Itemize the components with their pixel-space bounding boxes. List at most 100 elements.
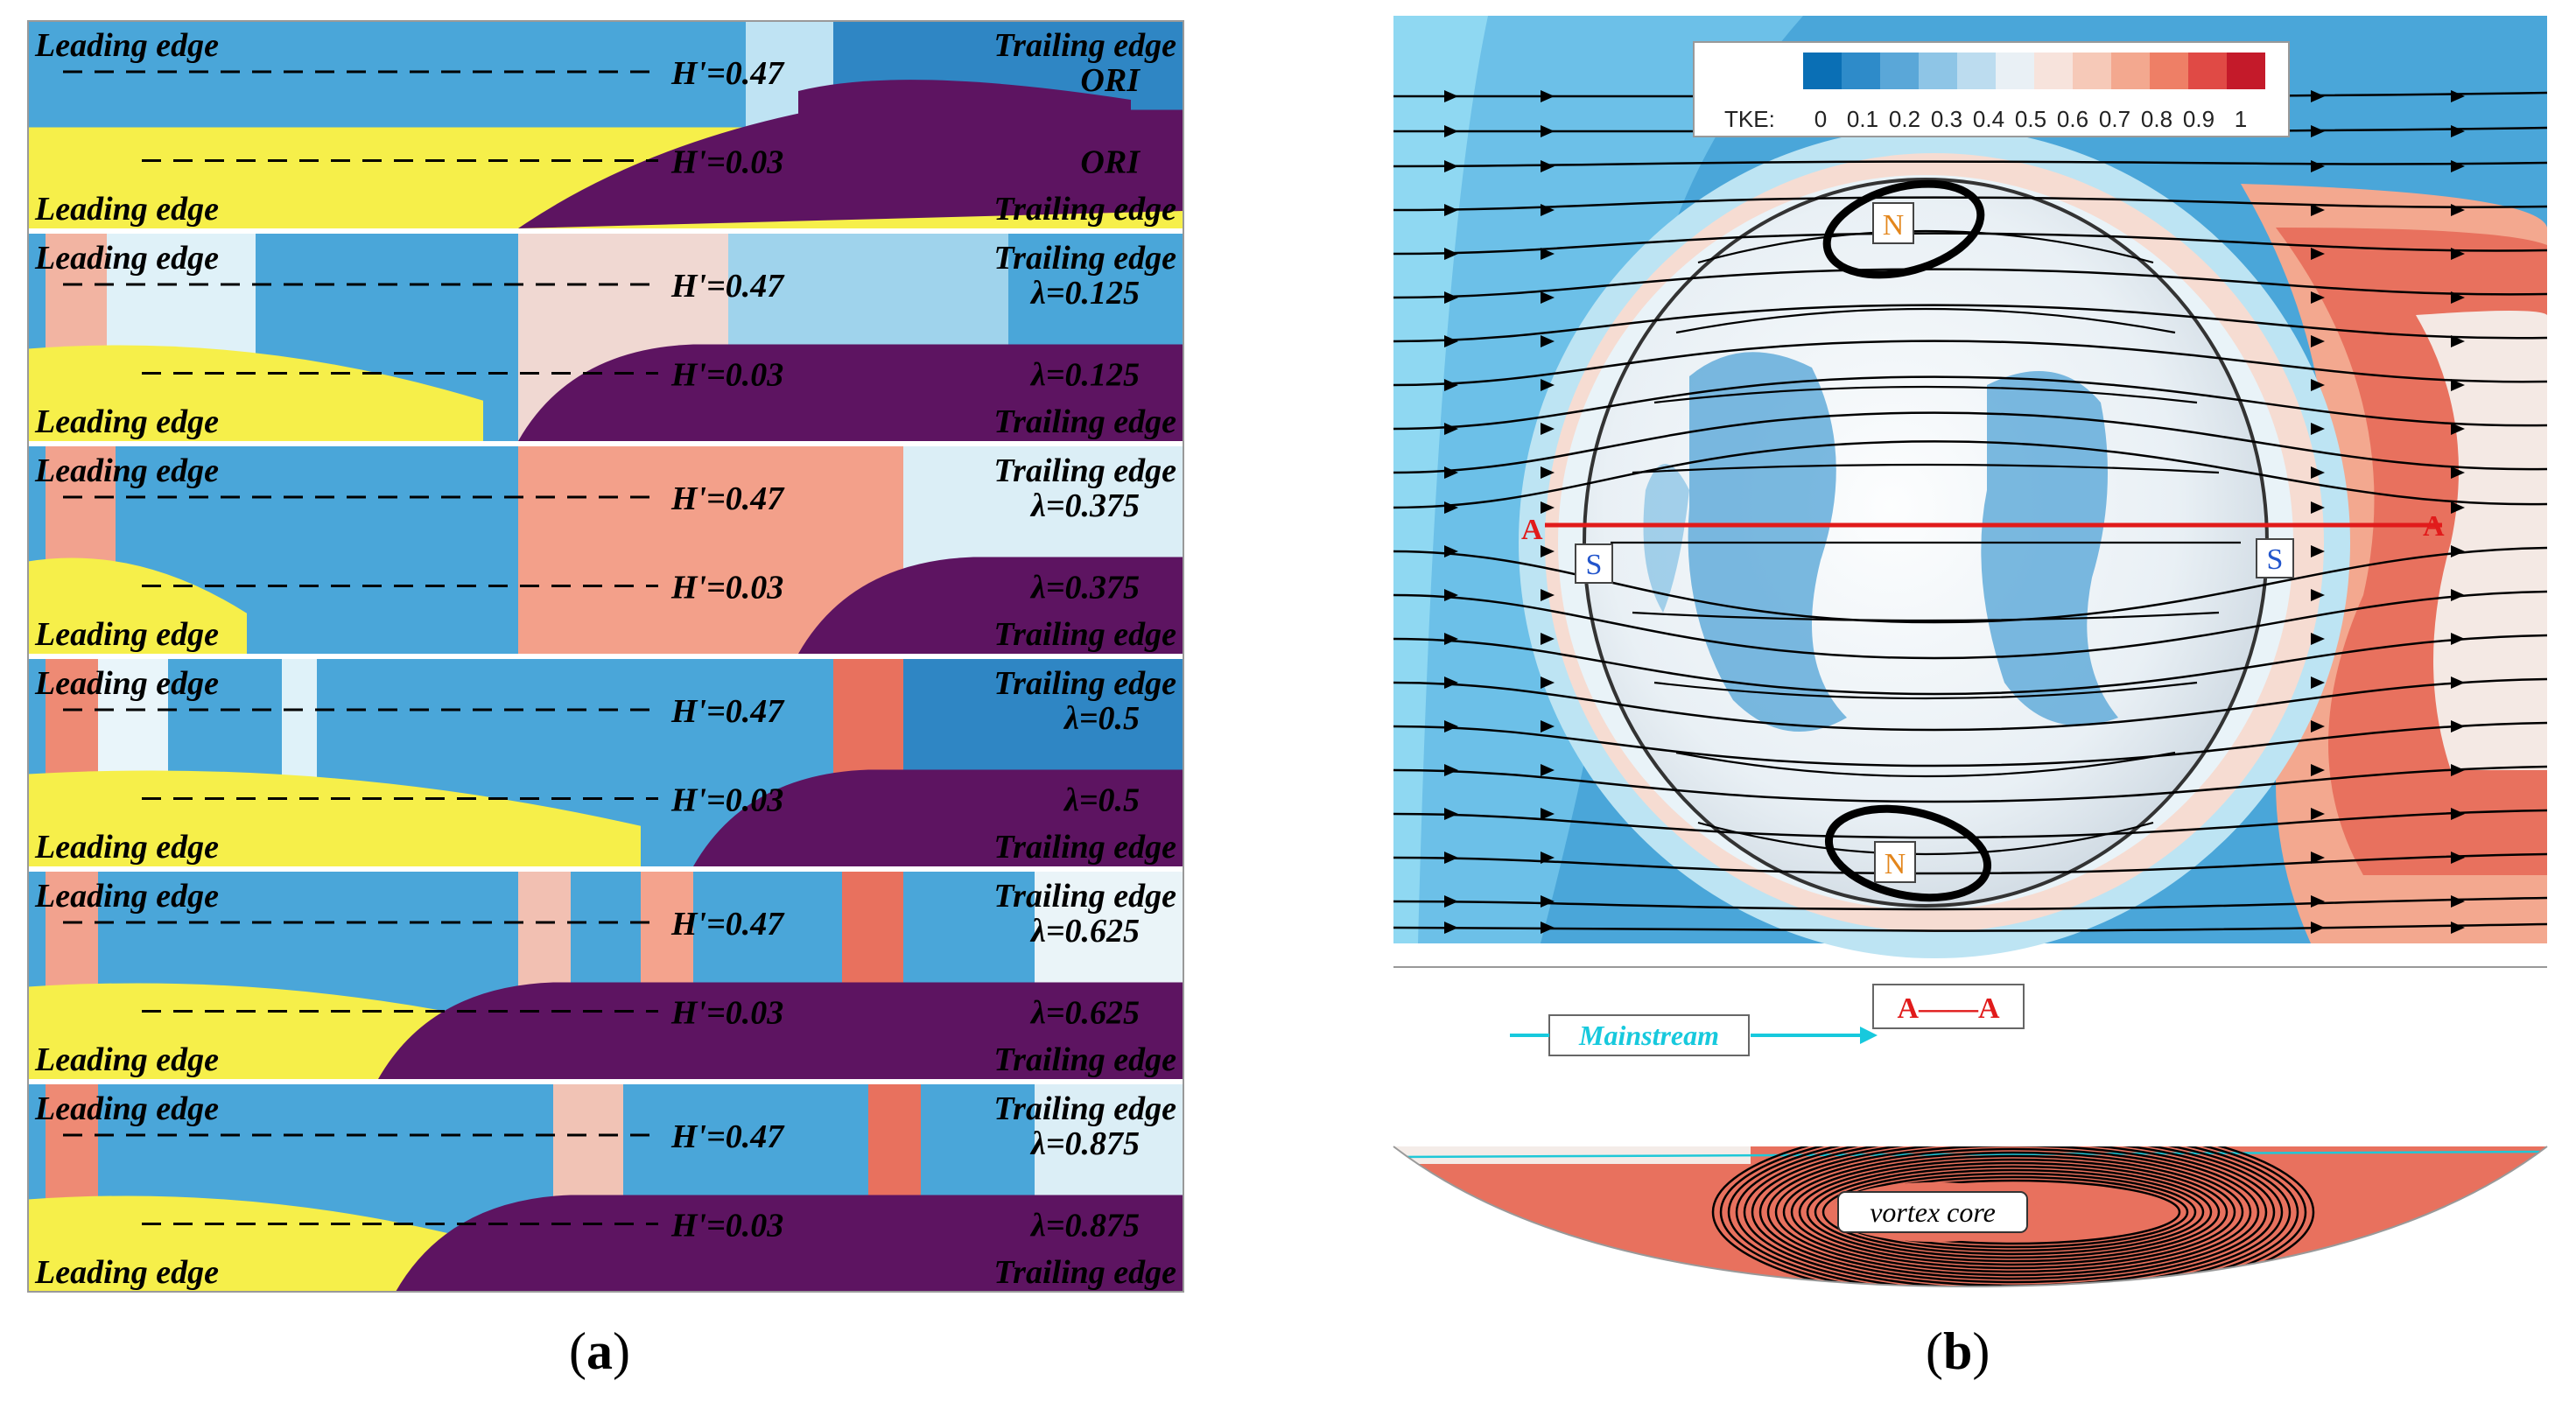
panel-a-label: Leading edge [34, 1090, 219, 1127]
colorbar-tick-label: 0.4 [1973, 106, 2004, 132]
colorbar-cell [1957, 53, 1996, 89]
colorbar-cells [1803, 53, 2265, 89]
colorbar-cell [1842, 53, 1880, 89]
section-wall [1393, 1146, 2548, 1288]
svg-text:S: S [1586, 549, 1603, 581]
colorbar-tick-label: 0.5 [2015, 106, 2046, 132]
panel-a-label: λ=0.5 [1063, 700, 1140, 737]
section-mark-left: A [1521, 514, 1543, 546]
colorbar-cell [1996, 53, 2034, 89]
tke-field-edge-band [1393, 16, 1488, 943]
node-label-bottom: N [1874, 841, 1916, 883]
panel-a-label: Leading edge [34, 452, 219, 489]
panel-a-label: Trailing edge [993, 27, 1176, 64]
panel-a-label: H'=0.03 [670, 570, 783, 606]
panel-a-label: Trailing edge [993, 878, 1176, 915]
panel-a-label: λ=0.375 [1029, 570, 1140, 606]
panel-a-label: λ=0.625 [1029, 913, 1140, 950]
saddle-label-right: S [2256, 538, 2294, 578]
panel-a-label: Trailing edge [993, 829, 1176, 866]
colorbar-tick-label: 0.1 [1847, 106, 1878, 132]
colorbar-tick-label: 0.9 [2183, 106, 2215, 132]
colorbar-cell [1803, 53, 1842, 89]
colorbar-tick-label: 0.3 [1931, 106, 1962, 132]
panel-a-label: Leading edge [34, 1254, 219, 1291]
panel-a-label: Trailing edge [993, 665, 1176, 702]
panel-a-label: Leading edge [34, 1041, 219, 1078]
panel-a-label: λ=0.875 [1029, 1125, 1140, 1162]
svg-text:A——A: A——A [1897, 992, 2000, 1025]
panel-a-label: Leading edge [34, 403, 219, 440]
mainstream-label: Mainstream [1510, 1014, 1878, 1056]
colorbar-ticks: 0 0.1 0.2 0.3 0.4 0.5 0.6 0.7 0.8 0.9 1 [1814, 106, 2247, 132]
node-loop-bottom [1824, 804, 1992, 902]
panel-a-row: Leading edge Trailing edgeλ=0.375H'=0.47H… [28, 446, 1183, 654]
panel-a-label: ORI [1080, 62, 1141, 99]
tke-colorbar: TKE: 0 0.1 0.2 0.3 0.4 0.5 0.6 0.7 0.8 0.9 1 [1693, 41, 2290, 137]
panel-a-label: H'=0.47 [670, 55, 785, 92]
panel-a: Leading edge Trailing edgeORIH'=0.47H'=0.… [27, 20, 1184, 1293]
colorbar-cell [2227, 53, 2265, 89]
panel-a-row: Leading edge Trailing edgeλ=0.625H'=0.47H… [28, 872, 1183, 1079]
panel-a-label: Leading edge [34, 665, 219, 702]
panel-a-label: H'=0.47 [670, 906, 785, 943]
panel-a-label: Trailing edge [993, 1090, 1176, 1127]
section-mark-right: A [2423, 510, 2445, 543]
panel-a-label: Leading edge [34, 878, 219, 915]
panel-a-label: H'=0.47 [670, 1118, 785, 1155]
panel-a-label: H'=0.03 [670, 995, 783, 1032]
colorbar-cell [2150, 53, 2188, 89]
panel-a-label: Leading edge [34, 191, 219, 228]
panel-a-label: H'=0.03 [670, 1208, 783, 1244]
caption-b: (b) [1926, 1322, 1990, 1380]
panel-a-label: H'=0.03 [670, 357, 783, 394]
colorbar-tick-label: 1 [2235, 106, 2247, 132]
panel-a-label: λ=0.375 [1029, 487, 1140, 524]
colorbar-cell [1880, 53, 1919, 89]
svg-text:N: N [1885, 848, 1906, 880]
colorbar-cell [2188, 53, 2227, 89]
panel-a-row: Leading edge Trailing edgeλ=0.875H'=0.47H… [28, 1084, 1183, 1292]
section-title: A——A [1872, 984, 2025, 1029]
panel-a-label: Leading edge [34, 829, 219, 866]
panel-a-label: ORI [1080, 144, 1141, 181]
panel-a-label: λ=0.5 [1063, 782, 1140, 819]
colorbar-cell [2111, 53, 2150, 89]
colorbar-tick-label: 0 [1814, 106, 1827, 132]
panel-a-row: Leading edge Trailing edgeλ=0.5H'=0.47H'=… [28, 659, 1183, 866]
colorbar-tick-label: 0.2 [1889, 106, 1920, 132]
panel-a-label: λ=0.625 [1029, 995, 1140, 1032]
panel-a-label: Trailing edge [993, 1254, 1176, 1291]
panel-a-label: Trailing edge [993, 403, 1176, 440]
panel-a-label: Trailing edge [993, 240, 1176, 277]
svg-text:S: S [2267, 543, 2284, 576]
svg-text:vortex core: vortex core [1870, 1196, 1996, 1228]
svg-text:N: N [1883, 209, 1905, 242]
sphere-blue-patch-edge [1643, 464, 1689, 613]
colorbar-tick-label: 0.8 [2141, 106, 2172, 132]
svg-text:Mainstream: Mainstream [1578, 1020, 1719, 1051]
panel-a-label: Trailing edge [993, 616, 1176, 653]
panel-b: A A N N S S TKE: 0 0.1 0.2 0.3 0.4 0.5 0.6 0.7 0… [1393, 16, 2548, 1288]
colorbar-tick-label: 0.6 [2057, 106, 2088, 132]
sphere-blue-patch-right [1981, 371, 2118, 726]
panel-a-label: H'=0.03 [670, 144, 783, 181]
panel-a-label: Trailing edge [993, 452, 1176, 489]
colorbar-cell [2073, 53, 2111, 89]
panel-a-label: Leading edge [34, 27, 219, 64]
panel-a-label: λ=0.125 [1029, 357, 1140, 394]
panel-a-label: H'=0.47 [670, 268, 785, 305]
panel-a-label: Leading edge [34, 240, 219, 277]
panel-a-label: H'=0.47 [670, 693, 785, 730]
node-loop-top [1822, 179, 1985, 279]
colorbar-tick-label: 0.7 [2099, 106, 2130, 132]
node-label-top: N [1872, 202, 1914, 244]
vortex-core-label: vortex core [1837, 1191, 2028, 1233]
panel-a-row: Leading edge Trailing edgeORIH'=0.47H'=0.… [28, 21, 1183, 228]
colorbar-label: TKE: [1724, 106, 1775, 132]
panel-a-row: Leading edge Trailing edge λ=0.125 H'=0.47 H… [28, 234, 1183, 441]
section-view [1393, 1146, 2547, 1286]
panel-a-label: H'=0.47 [670, 480, 785, 517]
panel-a-label: Trailing edge [993, 1041, 1176, 1078]
panel-a-label: Trailing edge [993, 191, 1176, 228]
